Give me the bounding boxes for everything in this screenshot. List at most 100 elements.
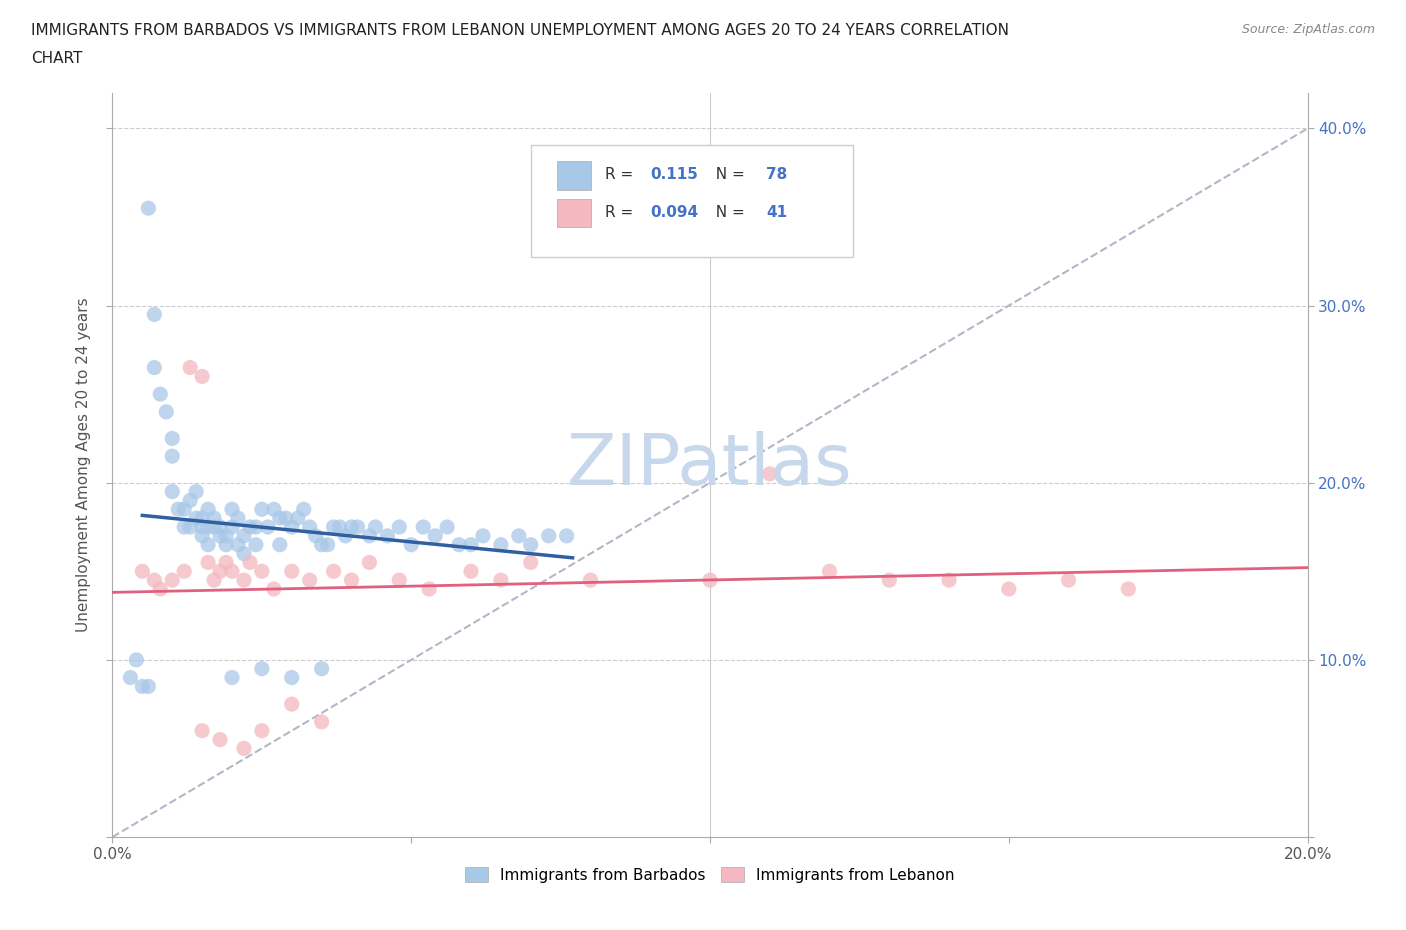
Point [263,581,285,596]
Point [162,485,183,499]
Point [233,528,256,543]
Text: N =: N = [706,205,749,219]
Point [221,502,243,517]
Point [298,520,321,535]
Point [305,528,328,543]
Point [388,520,411,535]
Text: ZIPatlas: ZIPatlas [567,431,853,499]
Point [233,573,256,588]
Point [209,520,232,535]
Point [359,555,381,570]
Point [329,520,352,535]
Legend: Immigrants from Barbados, Immigrants from Lebanon: Immigrants from Barbados, Immigrants fro… [460,860,960,889]
Point [250,502,273,517]
Point [162,448,183,463]
Point [179,493,201,508]
Point [143,360,166,375]
Point [418,581,440,596]
Point [202,573,225,588]
Point [239,520,262,535]
Point [555,528,578,543]
Point [197,538,219,552]
Point [269,538,291,552]
Y-axis label: Unemployment Among Ages 20 to 24 years: Unemployment Among Ages 20 to 24 years [76,298,91,632]
Point [1118,581,1140,596]
Point [221,520,243,535]
Point [143,307,166,322]
Point [489,573,512,588]
Point [818,564,841,578]
Point [179,520,201,535]
Point [125,653,148,668]
Point [579,573,602,588]
Point [322,520,344,535]
Point [191,520,214,535]
Point [292,502,315,517]
Point [149,581,172,596]
Point [281,671,304,685]
Point [401,538,423,552]
FancyBboxPatch shape [531,145,853,257]
Point [239,555,262,570]
Point [202,520,225,535]
Point [425,528,447,543]
Text: CHART: CHART [31,51,83,66]
Point [131,564,153,578]
Point [191,369,214,384]
Point [274,511,297,525]
Point [250,724,273,738]
Point [209,732,232,747]
Text: R =: R = [605,167,638,182]
Point [215,555,238,570]
Point [281,697,304,711]
Point [346,520,368,535]
Point [215,528,238,543]
Point [436,520,458,535]
Point [173,520,195,535]
Point [998,581,1021,596]
Point [173,502,195,517]
Point [179,360,201,375]
Point [281,564,304,578]
Point [226,511,249,525]
Point [311,661,333,676]
Point [245,520,267,535]
Point [508,528,530,543]
Text: Source: ZipAtlas.com: Source: ZipAtlas.com [1241,23,1375,36]
Text: N =: N = [706,167,749,182]
Point [298,573,321,588]
Point [520,555,543,570]
Point [138,201,160,216]
Point [209,564,232,578]
Point [269,511,291,525]
Point [245,538,267,552]
Point [257,520,280,535]
Point [202,511,225,525]
Point [340,573,363,588]
Text: 78: 78 [766,167,787,182]
Point [537,528,560,543]
Point [388,573,411,588]
Point [520,538,543,552]
Point [221,564,243,578]
Point [191,724,214,738]
Text: IMMIGRANTS FROM BARBADOS VS IMMIGRANTS FROM LEBANON UNEMPLOYMENT AMONG AGES 20 T: IMMIGRANTS FROM BARBADOS VS IMMIGRANTS F… [31,23,1010,38]
Point [1057,573,1080,588]
Point [449,538,471,552]
Point [311,714,333,729]
Point [263,502,285,517]
Point [250,564,273,578]
Point [209,528,232,543]
Point [143,573,166,588]
Point [287,511,309,525]
Point [340,520,363,535]
Point [412,520,434,535]
Point [879,573,901,588]
Point [938,573,960,588]
Text: 0.094: 0.094 [650,205,699,219]
Point [364,520,387,535]
Point [377,528,399,543]
Point [215,538,238,552]
Point [233,546,256,561]
Point [186,511,208,525]
